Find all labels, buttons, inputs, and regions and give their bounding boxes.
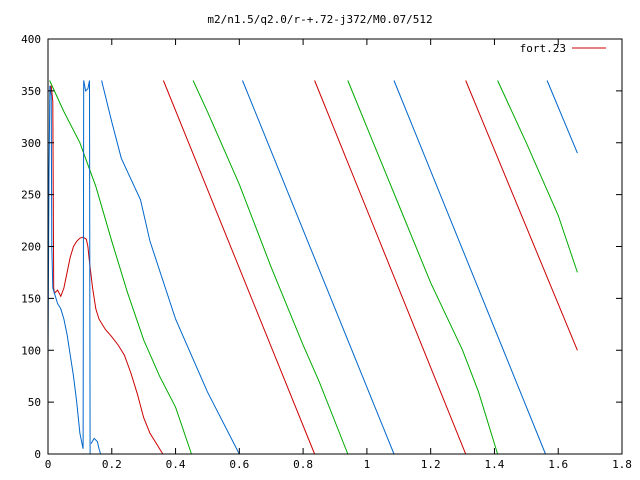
y-tick-label: 0 — [34, 448, 41, 461]
x-tick-label: 0.2 — [102, 458, 122, 471]
x-tick-label: 1.4 — [485, 458, 505, 471]
series-0 — [49, 80, 578, 455]
x-tick-label: 1.8 — [612, 458, 632, 471]
x-tick-label: 1.2 — [421, 458, 441, 471]
series-line — [49, 80, 192, 455]
y-tick-label: 300 — [21, 137, 41, 150]
legend-label: fort.23 — [520, 42, 566, 55]
y-tick-label: 100 — [21, 344, 41, 357]
series-line — [393, 80, 546, 455]
y-tick-label: 150 — [21, 292, 41, 305]
y-tick-label: 200 — [21, 241, 41, 254]
chart-title: m2/n1.5/q2.0/r-+.72-j372/M0.07/512 — [207, 13, 432, 26]
series-line — [314, 80, 467, 455]
y-tick-label: 50 — [28, 396, 41, 409]
series-line — [101, 80, 240, 455]
series-line — [162, 80, 316, 455]
series-line — [546, 80, 578, 154]
x-tick-label: 1 — [364, 458, 371, 471]
series-line — [83, 80, 91, 455]
series-line — [242, 80, 395, 455]
legend: fort.23 — [520, 42, 606, 55]
series-line — [465, 80, 578, 351]
series-line — [497, 80, 578, 273]
x-tick-label: 0 — [45, 458, 52, 471]
series-line — [347, 80, 499, 455]
series-1 — [49, 80, 578, 455]
axes-layer: 0 0.2 0.4 0.6 0.8 1 1.2 1.4 1.6 1.8 0 50 100 150 200 25… — [21, 33, 632, 471]
series-line — [49, 85, 164, 455]
series-line — [90, 437, 102, 455]
x-tick-label: 0.8 — [293, 458, 313, 471]
x-tick-label: 0.4 — [166, 458, 186, 471]
y-tick-label: 350 — [21, 85, 41, 98]
series-line — [192, 80, 349, 455]
x-tick-label: 0.6 — [229, 458, 249, 471]
series-layer — [47, 80, 578, 455]
x-tick-label: 1.6 — [548, 458, 568, 471]
series-line — [47, 80, 85, 449]
y-tick-label: 250 — [21, 189, 41, 202]
y-tick-label: 400 — [21, 33, 41, 46]
series-2 — [47, 80, 578, 455]
